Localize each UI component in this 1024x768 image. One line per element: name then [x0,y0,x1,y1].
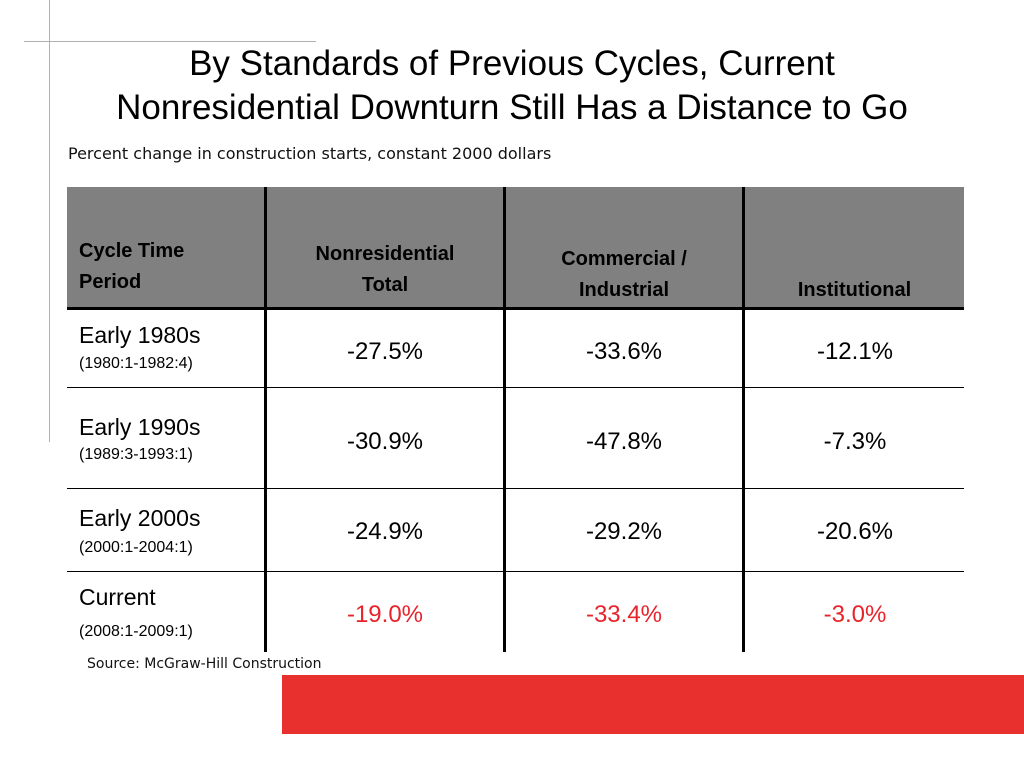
institutional-value: -12.1% [816,338,894,365]
nonres-value: -19.0% [346,601,424,628]
header-comm-line-2: Industrial [578,279,669,301]
header-cycle-time-period: Cycle Time Period [79,187,259,307]
institutional-value: -3.0% [823,601,887,628]
source-note: Source: McGraw-Hill Construction [87,656,322,672]
column-separator-3 [742,187,745,652]
commercial-value: -29.2% [585,518,663,545]
decorative-vertical-line [49,0,50,442]
row-period: Early 1990s [79,414,201,440]
nonres-value: -30.9% [346,428,424,455]
institutional-value: -7.3% [823,428,887,455]
commercial-value: -47.8% [585,428,663,455]
nonres-value: -24.9% [346,518,424,545]
row-date-range: (1989:3-1993:1) [79,446,193,463]
commercial-value: -33.4% [585,601,663,628]
accent-bar [282,675,1024,734]
row-date-range: (1980:1-1982:4) [79,355,193,372]
row-divider [67,488,964,489]
slide-subtitle: Percent change in construction starts, c… [68,144,552,163]
header-comm-line-1: Commercial / [561,248,687,270]
header-commercial-industrial: Commercial / Industrial [506,187,742,307]
decorative-horizontal-line [24,41,316,42]
table-row: Early 1990s (1989:3-1993:1) -30.9% -47.8… [67,388,964,488]
row-period: Current [79,584,156,610]
header-period-line-1: Cycle Time [79,240,185,262]
header-nonres-line-1: Nonresidential [315,243,455,265]
table-header-row: Cycle Time Period Nonresidential Total C… [67,187,964,310]
row-period: Early 2000s [79,505,201,531]
row-date-range: (2000:1-2004:1) [79,539,193,556]
commercial-value: -33.6% [585,338,663,365]
header-nonresidential-total: Nonresidential Total [267,187,503,307]
table-row-current: Current (2008:1-2009:1) -19.0% -33.4% -3… [67,572,964,652]
slide-title: By Standards of Previous Cycles, Current… [40,42,984,130]
title-line-2: Nonresidential Downturn Still Has a Dist… [116,88,908,127]
cycle-comparison-table: Cycle Time Period Nonresidential Total C… [67,187,964,652]
institutional-value: -20.6% [816,518,894,545]
column-separator-1 [264,187,267,652]
header-inst-label: Institutional [797,279,912,301]
table-row: Early 2000s (2000:1-2004:1) -24.9% -29.2… [67,489,964,571]
row-divider [67,387,964,388]
row-period: Early 1980s [79,322,201,348]
table-row: Early 1980s (1980:1-1982:4) -27.5% -33.6… [67,310,964,387]
nonres-value: -27.5% [346,338,424,365]
column-separator-2 [503,187,506,652]
row-date-range: (2008:1-2009:1) [79,623,193,640]
header-nonres-line-2: Total [361,274,409,296]
header-period-line-2: Period [79,271,142,293]
row-divider [67,571,964,572]
header-institutional: Institutional [745,187,964,307]
title-line-1: By Standards of Previous Cycles, Current [189,44,835,83]
